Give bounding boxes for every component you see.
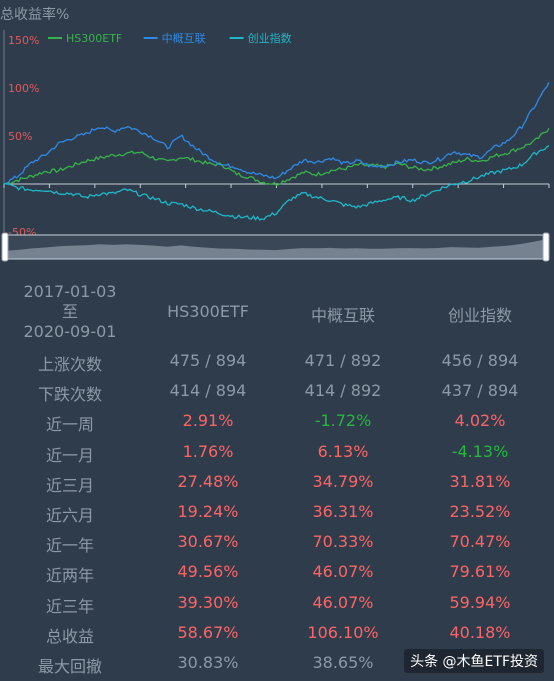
table-cell: 58.67%: [177, 622, 239, 642]
table-cell: -4.13%: [451, 441, 509, 461]
table-cell: 46.07%: [312, 592, 374, 612]
table-cell: 79.61%: [449, 562, 511, 582]
y-tick-label: 150%: [8, 34, 39, 47]
table-row: 近三月 27.48% 34.79% 31.81%: [0, 471, 554, 495]
table-row: 近三年 39.30% 46.07% 59.94%: [0, 592, 554, 616]
row-label: 近一周: [45, 415, 94, 435]
table-cell: 70.47%: [449, 532, 511, 552]
table-cell: 1.76%: [182, 441, 234, 461]
table-row: 近六月 19.24% 36.31% 23.52%: [0, 502, 554, 525]
date-separator: 至: [61, 302, 78, 321]
zoom-preview-area: [5, 239, 546, 259]
table-cell: 31.81%: [449, 471, 511, 491]
table-cell: -1.72%: [314, 411, 372, 431]
table-header-row: 2017-01-03 至 2020-09-01 HS300ETF 中概互联 创业…: [0, 282, 554, 342]
table-row: 上涨次数 475 / 894 471 / 892 456 / 894: [0, 351, 554, 374]
zoom-slider: [4, 234, 547, 260]
table-cell: 6.13%: [317, 441, 369, 461]
table-cell: 2.91%: [182, 411, 234, 431]
table-cell: 70.33%: [312, 532, 374, 552]
table-cell: 437 / 894: [441, 381, 519, 401]
date-range: 2017-01-03 至 2020-09-01: [10, 282, 130, 342]
table-cell: 456 / 894: [441, 351, 519, 370]
table-cell: 27.48%: [177, 471, 239, 491]
watermark: 头条 @木鱼ETF投资: [404, 649, 544, 673]
chart-title: 总收益率%: [0, 7, 70, 23]
table-cell: 471 / 892: [304, 351, 382, 370]
row-label: 下跌次数: [37, 385, 102, 405]
table-row: 近一年 30.67% 70.33% 70.47%: [0, 532, 554, 556]
row-label: 近三年: [45, 596, 94, 616]
series-line: [3, 145, 550, 221]
y-tick-label: 100%: [8, 82, 39, 95]
date-end: 2020-09-01: [23, 322, 117, 341]
row-label: 近一月: [45, 445, 94, 465]
table-row: 下跌次数 414 / 894 414 / 892 437 / 894: [0, 381, 554, 405]
table-cell: 30.67%: [177, 532, 239, 552]
zoom-handle[interactable]: [1, 232, 9, 262]
table-cell: 30.83%: [177, 653, 239, 672]
table-row: 最大回撤 30.83% 38.65%: [0, 653, 554, 676]
y-tick-label: 50%: [8, 130, 32, 143]
row-label: 近一年: [45, 536, 94, 556]
table-cell: 46.07%: [312, 562, 374, 582]
table-cell: 475 / 894: [169, 351, 247, 370]
column-header: 中概互联: [310, 306, 375, 325]
series-line: [3, 127, 550, 187]
table-cell: 40.18%: [449, 622, 511, 642]
table-cell: 49.56%: [177, 562, 239, 582]
table-row: 近两年 49.56% 46.07% 79.61%: [0, 562, 554, 586]
table-row: 近一月 1.76% 6.13% -4.13%: [0, 441, 554, 465]
table-cell: 23.52%: [449, 502, 511, 521]
table-row: 近一周 2.91% -1.72% 4.02%: [0, 411, 554, 435]
line-chart: 150%100%50%-50%HS300ETF 中概互联 创业指数: [1, 30, 550, 262]
table-row: 总收益 58.67% 106.10% 40.18%: [0, 622, 554, 646]
row-label: 近两年: [45, 566, 94, 586]
series-line: [3, 81, 550, 185]
table-cell: 39.30%: [177, 592, 239, 612]
table-cell: 36.31%: [312, 502, 374, 521]
legend-entry: 创业指数: [248, 31, 292, 45]
row-label: 最大回撤: [37, 657, 102, 676]
table-cell: 4.02%: [454, 411, 506, 431]
zoom-handle[interactable]: [542, 232, 550, 262]
legend-entry: HS300ETF: [66, 32, 122, 45]
table-cell: 59.94%: [449, 592, 511, 612]
table-cell: 38.65%: [312, 653, 374, 672]
column-header: 创业指数: [447, 306, 512, 325]
table-cell: 106.10%: [307, 622, 379, 642]
table-cell: 19.24%: [177, 502, 239, 521]
date-start: 2017-01-03: [23, 282, 117, 301]
row-label: 近六月: [45, 506, 94, 525]
row-label: 上涨次数: [37, 355, 102, 374]
row-label: 近三月: [45, 475, 94, 495]
table-cell: 414 / 894: [169, 381, 247, 401]
column-header: HS300ETF: [167, 302, 249, 321]
row-label: 总收益: [45, 626, 94, 646]
legend-entry: 中概互联: [162, 32, 206, 45]
table-cell: 34.79%: [312, 471, 374, 491]
table-cell: 414 / 892: [304, 381, 382, 401]
